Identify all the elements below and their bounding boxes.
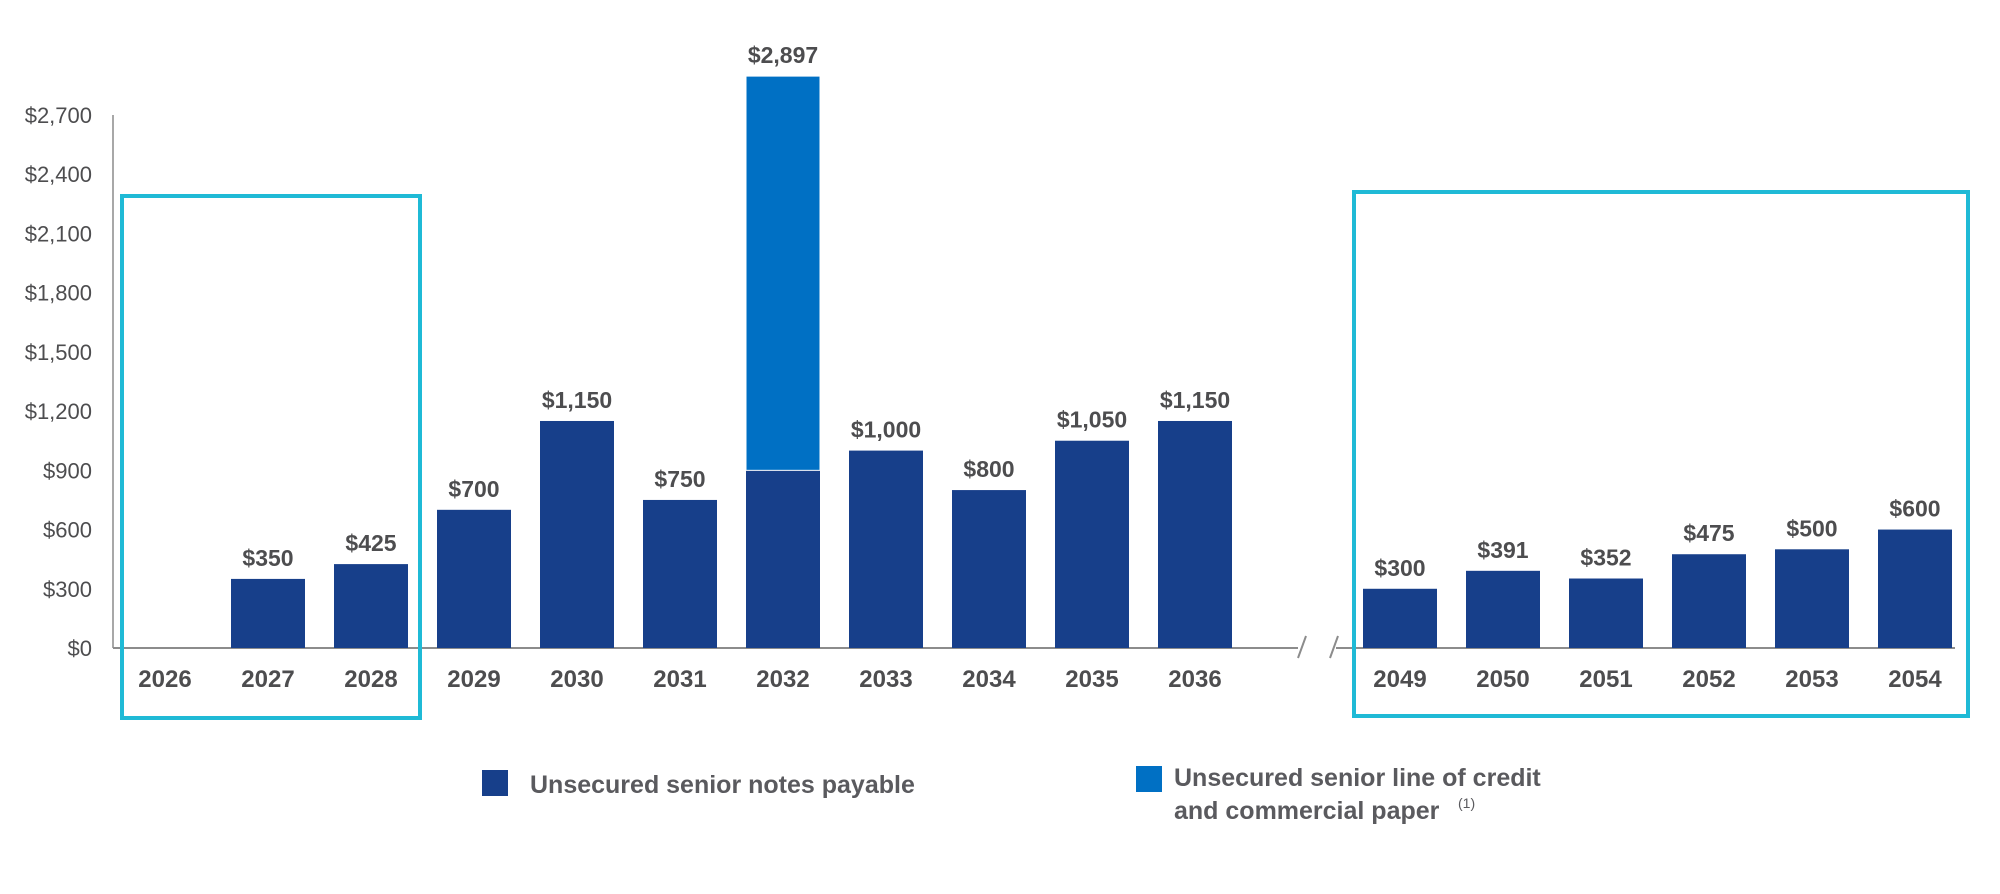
legend-label-notes: Unsecured senior notes payable <box>530 771 915 799</box>
bar-notes <box>1055 440 1129 648</box>
x-axis: 2026 2027 2028 2029 2030 2031 2032 2033 2034 2035… <box>113 635 1955 693</box>
data-label: $800 <box>963 456 1014 482</box>
x-tick-label: 2054 <box>1888 666 1942 693</box>
x-tick-label: 2031 <box>653 666 706 693</box>
data-label: $391 <box>1477 537 1528 563</box>
data-label: $300 <box>1374 555 1425 581</box>
x-tick-label: 2028 <box>344 666 397 693</box>
bar-notes <box>849 450 923 648</box>
highlight-box-long-term <box>1352 190 1970 718</box>
data-labels: $350 $425 $700 $1,150 $750 $2,897 $1,000 $800 $1… <box>242 42 1940 581</box>
x-tick-label: 2035 <box>1065 666 1118 693</box>
highlight-box-near-term <box>120 194 422 720</box>
y-tick-label: $1,800 <box>25 281 92 306</box>
bar-notes <box>1775 549 1849 648</box>
data-label: $2,897 <box>748 42 818 68</box>
legend-swatch-credit <box>1136 766 1162 792</box>
axis-break-mark <box>1329 635 1339 659</box>
x-tick-label: 2051 <box>1579 666 1632 693</box>
bar-notes <box>1363 588 1437 648</box>
bar-notes <box>231 578 305 648</box>
data-label: $500 <box>1786 515 1837 541</box>
data-label: $1,050 <box>1057 407 1127 433</box>
x-tick-label: 2034 <box>962 666 1016 693</box>
bars <box>231 75 1952 648</box>
data-label: $425 <box>345 530 396 556</box>
bar-notes <box>1466 570 1540 648</box>
y-tick-label: $2,100 <box>25 221 92 246</box>
bar-notes <box>1569 578 1643 648</box>
bar-notes <box>1158 420 1232 648</box>
x-tick-label: 2030 <box>550 666 603 693</box>
x-tick-label: 2053 <box>1785 666 1838 693</box>
data-label: $700 <box>448 476 499 502</box>
legend: Unsecured senior notes payable Unsecured… <box>482 764 1541 825</box>
data-label: $1,150 <box>1160 387 1230 413</box>
legend-label-credit-line2: and commercial paper <box>1174 797 1440 825</box>
bar-credit <box>745 75 821 471</box>
data-label: $350 <box>242 545 293 571</box>
x-tick-label: 2027 <box>241 666 294 693</box>
x-tick-label: 2049 <box>1373 666 1426 693</box>
bar-notes <box>746 470 820 648</box>
x-tick-label: 2026 <box>138 666 191 693</box>
x-tick-label: 2052 <box>1682 666 1735 693</box>
y-tick-label: $2,400 <box>25 162 92 187</box>
x-tick-label: 2050 <box>1476 666 1529 693</box>
bar-notes <box>1672 554 1746 648</box>
data-label: $1,150 <box>542 387 612 413</box>
legend-label-credit-sup: (1) <box>1458 795 1475 811</box>
data-label: $600 <box>1889 496 1940 522</box>
data-label: $352 <box>1580 545 1631 571</box>
bar-notes <box>437 509 511 648</box>
y-tick-label: $900 <box>43 458 92 483</box>
legend-swatch-notes <box>482 770 508 796</box>
bar-notes <box>643 499 717 648</box>
y-tick-label: $0 <box>68 636 92 661</box>
bar-notes <box>1878 529 1952 648</box>
y-tick-label: $2,700 <box>25 103 92 128</box>
bar-notes <box>540 420 614 648</box>
data-label: $750 <box>654 466 705 492</box>
bar-notes <box>952 490 1026 648</box>
y-tick-label: $600 <box>43 518 92 543</box>
x-tick-label: 2033 <box>859 666 912 693</box>
data-label: $475 <box>1683 520 1734 546</box>
y-tick-label: $1,200 <box>25 399 92 424</box>
x-tick-label: 2032 <box>756 666 809 693</box>
bar-notes <box>334 564 408 648</box>
axis-break-mark <box>1297 635 1307 659</box>
highlight-boxes <box>120 190 1970 720</box>
legend-label-credit-line1: Unsecured senior line of credit <box>1174 764 1541 792</box>
y-axis: $0 $300 $600 $900 $1,200 $1,500 $1,800 $2,100 $2… <box>25 103 114 661</box>
y-tick-label: $300 <box>43 577 92 602</box>
y-tick-label: $1,500 <box>25 340 92 365</box>
x-tick-label: 2036 <box>1168 666 1221 693</box>
data-label: $1,000 <box>851 417 921 443</box>
x-tick-label: 2029 <box>447 666 500 693</box>
